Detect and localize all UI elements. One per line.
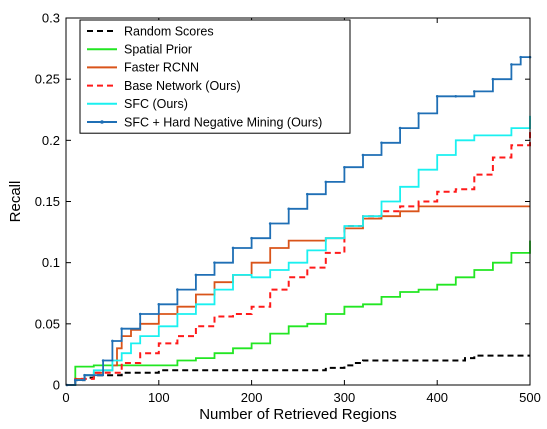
y-tick-label: 0.2: [42, 133, 60, 148]
series-line-4: [66, 115, 531, 386]
series-point: [398, 126, 402, 130]
series-point: [491, 77, 495, 81]
series-point: [510, 63, 513, 66]
series-line-2: [66, 205, 530, 386]
series-point: [324, 180, 328, 184]
series-point: [73, 378, 77, 382]
series-point: [287, 207, 291, 211]
legend-marker: [100, 120, 104, 124]
legend: Random Scores Spatial Prior Faster RCNN Bas…: [79, 19, 351, 134]
series-line-1: [66, 240, 531, 386]
legend-label: Spatial Prior: [124, 43, 192, 57]
plot-frame: [65, 17, 531, 386]
x-tick-label: 0: [62, 390, 69, 405]
series-point: [343, 165, 346, 169]
series-point: [120, 327, 123, 331]
x-tick-label: 100: [148, 390, 170, 405]
legend-label: Faster RCNN: [124, 61, 199, 75]
series-layer: [65, 55, 532, 387]
series-point: [268, 222, 272, 225]
series-point: [417, 112, 420, 115]
series-point: [111, 339, 114, 343]
x-tick-label: 500: [519, 390, 541, 405]
legend-label: SFC (Ours): [124, 97, 188, 111]
x-tick-label: 400: [426, 390, 448, 405]
y-tick-label: 0.15: [35, 194, 60, 209]
series-point: [380, 141, 383, 145]
series-point: [231, 246, 235, 250]
series-point: [473, 90, 476, 93]
legend-box: [79, 19, 351, 134]
series-point: [213, 261, 216, 264]
y-tick-label: 0.25: [35, 72, 60, 87]
series-point: [435, 94, 439, 98]
series-point: [138, 312, 142, 316]
legend-label: SFC + Hard Negative Mining (Ours): [124, 115, 322, 129]
series-point: [305, 192, 309, 196]
y-tick-label: 0.05: [35, 316, 60, 331]
x-tick-label: 300: [334, 390, 356, 405]
series-line-3: [66, 130, 531, 386]
y-axis-label: Recall: [7, 181, 24, 223]
legend-label: Random Scores: [124, 24, 214, 38]
series-point: [157, 302, 161, 306]
series-point: [250, 236, 253, 240]
series-point: [454, 94, 458, 98]
series-point: [176, 288, 179, 291]
y-tick-label: 0: [53, 378, 60, 393]
series-point: [361, 153, 365, 157]
y-tick-label: 0.1: [42, 255, 60, 270]
series-line-0: [66, 354, 530, 386]
series-point: [519, 55, 523, 59]
series-point: [101, 359, 105, 362]
legend-label: Base Network (Ours): [124, 79, 241, 93]
x-axis-label: Number of Retrieved Regions: [199, 406, 397, 423]
series-point: [83, 373, 86, 377]
x-tick-label: 200: [241, 390, 263, 405]
ticks-layer: 0 100 200 300 400 500 0 0.05 0.1 0.15 0.2 0.25 0.3: [35, 11, 541, 406]
y-tick-label: 0.3: [42, 11, 60, 26]
series-point: [194, 273, 198, 277]
